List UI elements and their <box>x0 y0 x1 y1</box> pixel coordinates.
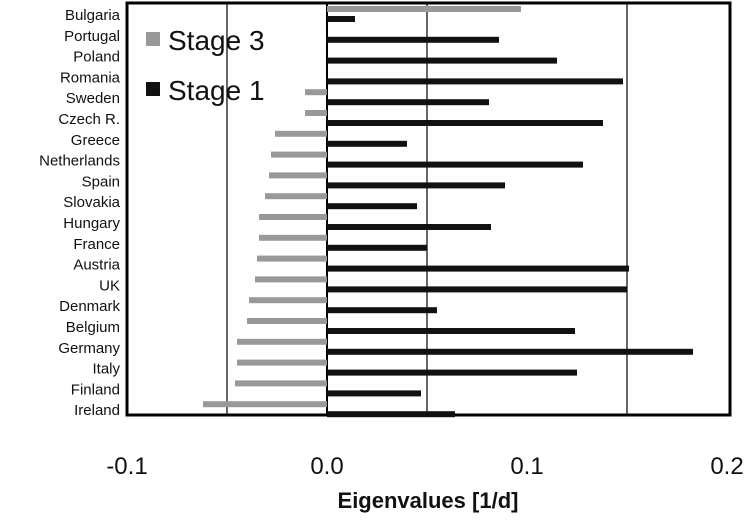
bar-stage1-9 <box>327 203 417 210</box>
bar-stage1-3 <box>327 78 623 85</box>
bar-stage1-15 <box>327 328 575 334</box>
x-tick-label-0: -0.1 <box>106 453 147 480</box>
bar-stage1-12 <box>327 265 629 272</box>
bar-stage1-8 <box>327 182 505 189</box>
bar-stage1-17 <box>327 369 577 376</box>
category-label-12: Austria <box>73 257 120 274</box>
bar-stage1-19 <box>327 411 455 418</box>
bar-stage1-11 <box>327 244 427 251</box>
bar-stage3-19 <box>203 401 327 408</box>
bar-stage1-10 <box>327 224 491 230</box>
bar-stage1-16 <box>327 348 693 355</box>
bar-stage1-14 <box>327 307 437 314</box>
bar-stage3-14 <box>249 297 327 304</box>
category-label-15: Belgium <box>66 319 120 336</box>
bar-stage3-10 <box>259 214 327 220</box>
legend-label-0: Stage 3 <box>168 25 265 56</box>
bar-stage1-0 <box>327 16 355 22</box>
category-label-14: Denmark <box>59 298 120 315</box>
bar-stage3-9 <box>265 193 327 200</box>
category-label-6: Greece <box>71 132 120 149</box>
bar-stage1-1 <box>327 36 499 43</box>
category-label-7: Netherlands <box>39 153 120 170</box>
bar-stage3-13 <box>255 276 327 283</box>
category-label-19: Ireland <box>74 402 120 419</box>
legend-label-1: Stage 1 <box>168 75 265 106</box>
x-tick-label-3: 0.2 <box>710 453 743 480</box>
bar-stage3-4 <box>305 89 327 96</box>
bar-stage3-11 <box>259 234 327 241</box>
bar-stage1-5 <box>327 120 603 126</box>
x-tick-label-1: 0.0 <box>310 453 343 480</box>
category-label-9: Slovakia <box>63 194 120 211</box>
bar-stage3-5 <box>305 110 327 116</box>
bar-stage3-6 <box>275 130 327 137</box>
bar-stage1-7 <box>327 161 583 168</box>
bar-stage3-15 <box>247 318 327 324</box>
bar-stage1-2 <box>327 57 557 64</box>
bar-stage1-4 <box>327 99 489 106</box>
bar-stage1-13 <box>327 286 627 293</box>
bar-stage3-12 <box>257 255 327 262</box>
x-tick-label-2: 0.1 <box>510 453 543 480</box>
x-tick-labels: -0.1 0.0 0.1 0.2 <box>106 453 743 480</box>
category-label-16: Germany <box>58 340 120 357</box>
legend: Stage 3 Stage 1 <box>146 25 265 106</box>
category-label-2: Poland <box>73 49 120 66</box>
bar-stage1-6 <box>327 140 407 147</box>
legend-swatch-0 <box>146 32 160 46</box>
legend-swatch-1 <box>146 82 160 96</box>
category-labels: Bulgaria Portugal Poland Romania Sweden Czech… <box>39 7 121 419</box>
category-label-18: Finland <box>71 381 120 398</box>
bars-group <box>203 6 693 418</box>
bar-stage3-18 <box>235 380 327 387</box>
bar-stage1-18 <box>327 390 421 397</box>
bar-stage3-0 <box>327 6 521 12</box>
bar-stage3-16 <box>237 338 327 345</box>
category-label-0: Bulgaria <box>65 7 121 24</box>
category-label-10: Hungary <box>63 215 120 232</box>
category-label-11: France <box>73 236 120 253</box>
category-label-5: Czech R. <box>58 111 120 128</box>
category-label-4: Sweden <box>66 90 120 107</box>
category-label-1: Portugal <box>64 28 120 45</box>
category-label-13: UK <box>99 277 120 294</box>
bar-stage3-17 <box>237 359 327 366</box>
bar-stage3-8 <box>269 172 327 179</box>
gridlines <box>226 3 628 415</box>
category-label-3: Romania <box>60 69 121 86</box>
category-label-17: Italy <box>92 361 120 378</box>
bar-stage3-7 <box>271 151 327 158</box>
x-axis-title: Eigenvalues [1/d] <box>338 488 519 513</box>
category-label-8: Spain <box>82 173 120 190</box>
